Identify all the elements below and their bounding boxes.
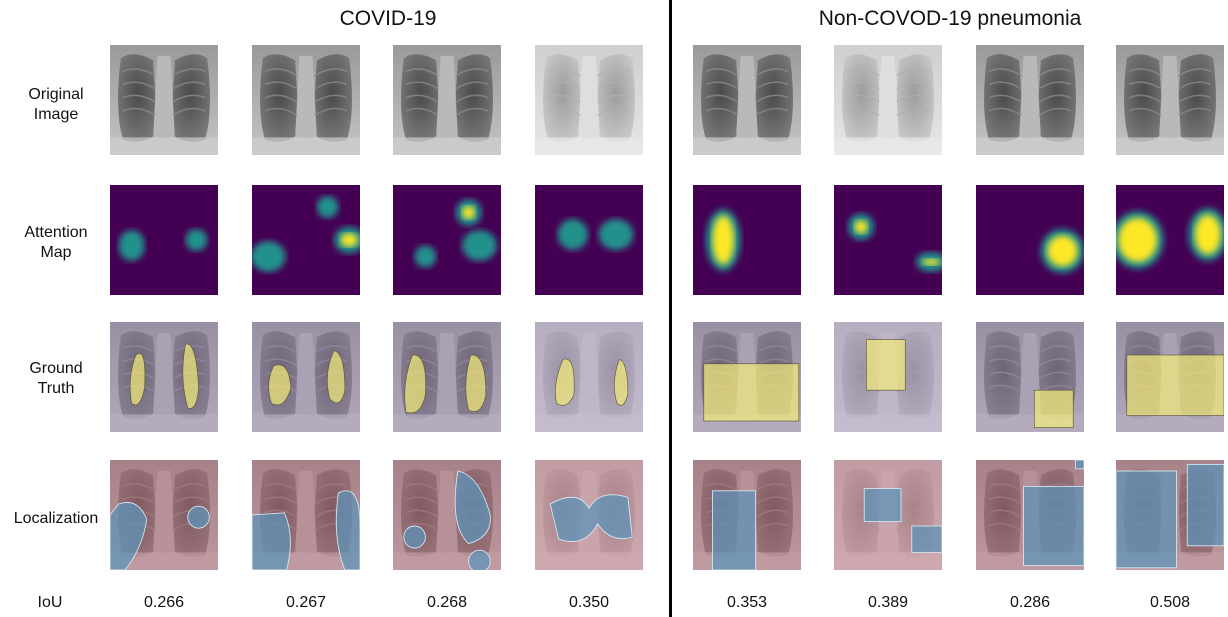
chest-xray-icon	[834, 322, 942, 432]
ground-truth-image	[535, 322, 643, 432]
ground-truth-image	[393, 322, 501, 432]
localization-image	[110, 460, 218, 570]
attention-map	[252, 185, 360, 295]
original-image	[393, 45, 501, 155]
original-image	[834, 45, 942, 155]
localization-image	[693, 460, 801, 570]
chest-xray-icon	[252, 460, 360, 570]
chest-xray-icon	[834, 45, 942, 155]
iou-value: 0.389	[867, 594, 909, 611]
chest-xray-icon	[1116, 45, 1224, 155]
chest-xray-icon	[393, 185, 501, 295]
original-image	[535, 45, 643, 155]
original-image	[693, 45, 801, 155]
chest-xray-icon	[976, 460, 1084, 570]
chest-xray-icon	[976, 45, 1084, 155]
attention-map	[393, 185, 501, 295]
localization-image	[252, 460, 360, 570]
row-label-attention-map: Attention Map	[24, 224, 88, 261]
ground-truth-image	[252, 322, 360, 432]
iou-value: 0.350	[568, 594, 610, 611]
chest-xray-icon	[252, 322, 360, 432]
chest-xray-icon	[535, 45, 643, 155]
chest-xray-icon	[1116, 460, 1224, 570]
group-divider	[669, 0, 672, 617]
attention-map	[976, 185, 1084, 295]
iou-value: 0.286	[1009, 594, 1051, 611]
chest-xray-icon	[834, 460, 942, 570]
attention-map	[834, 185, 942, 295]
localization-image	[393, 460, 501, 570]
original-image	[110, 45, 218, 155]
chest-xray-icon	[110, 322, 218, 432]
row-label-ground-truth: Ground Truth	[29, 360, 83, 397]
chest-xray-icon	[693, 45, 801, 155]
chest-xray-icon	[535, 185, 643, 295]
non-covid-group-title: Non-COVOD-19 pneumonia	[818, 7, 1082, 30]
ground-truth-image	[693, 322, 801, 432]
chest-xray-icon	[110, 460, 218, 570]
original-image	[976, 45, 1084, 155]
iou-value: 0.267	[285, 594, 327, 611]
chest-xray-icon	[393, 460, 501, 570]
ground-truth-image	[1116, 322, 1224, 432]
original-image	[252, 45, 360, 155]
attention-map	[110, 185, 218, 295]
chest-xray-icon	[1116, 322, 1224, 432]
localization-image	[834, 460, 942, 570]
attention-map	[693, 185, 801, 295]
localization-image	[1116, 460, 1224, 570]
row-label-original-image: Original Image	[28, 86, 84, 123]
chest-xray-icon	[976, 185, 1084, 295]
localization-image	[535, 460, 643, 570]
chest-xray-icon	[834, 185, 942, 295]
row-label-iou: IoU	[37, 594, 63, 611]
original-image	[1116, 45, 1224, 155]
covid-group-title: COVID-19	[339, 7, 437, 30]
chest-xray-icon	[693, 322, 801, 432]
row-label-localization: Localization	[13, 510, 99, 527]
chest-xray-icon	[393, 322, 501, 432]
chest-xray-icon	[535, 460, 643, 570]
chest-xray-icon	[110, 185, 218, 295]
ground-truth-image	[834, 322, 942, 432]
ground-truth-image	[110, 322, 218, 432]
iou-value: 0.266	[143, 594, 185, 611]
localization-image	[976, 460, 1084, 570]
chest-xray-icon	[976, 322, 1084, 432]
ground-truth-image	[976, 322, 1084, 432]
iou-value: 0.268	[426, 594, 468, 611]
chest-xray-icon	[110, 45, 218, 155]
chest-xray-icon	[252, 45, 360, 155]
chest-xray-icon	[252, 185, 360, 295]
chest-xray-icon	[535, 322, 643, 432]
iou-value: 0.508	[1149, 594, 1191, 611]
attention-map	[1116, 185, 1224, 295]
iou-value: 0.353	[726, 594, 768, 611]
chest-xray-icon	[693, 460, 801, 570]
chest-xray-icon	[693, 185, 801, 295]
attention-map	[535, 185, 643, 295]
chest-xray-icon	[1116, 185, 1224, 295]
chest-xray-icon	[393, 45, 501, 155]
